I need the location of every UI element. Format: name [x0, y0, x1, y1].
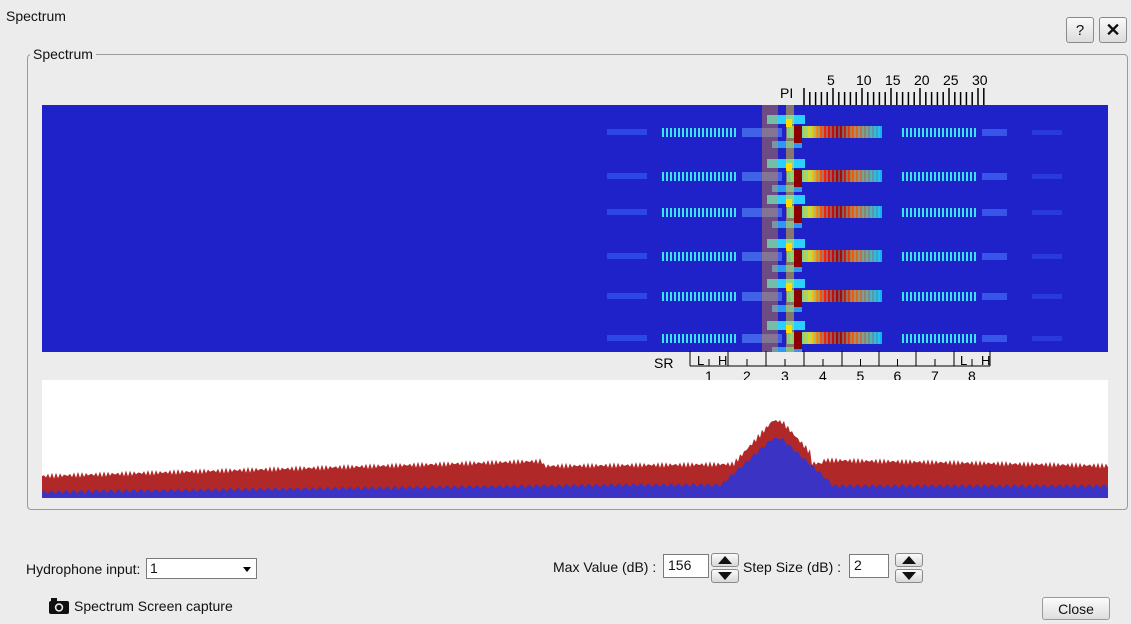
sr-scale-label: SR: [654, 355, 673, 371]
screen-capture-label: Spectrum Screen capture: [74, 598, 233, 614]
average-level-trace: [42, 438, 1108, 498]
pi-tick-label: 20: [914, 72, 930, 88]
spectrum-group: Spectrum: [27, 46, 1128, 510]
sr-scale: SR L H L H 1 2 3 4 5 6 7 8: [654, 351, 991, 384]
arrow-down-icon: [718, 572, 732, 580]
sr-high-label-1: H: [718, 353, 727, 368]
sr-band-label: 5: [857, 368, 865, 384]
pi-tick-label: 10: [856, 72, 872, 88]
pi-scale-label: PI: [780, 85, 793, 101]
step-size-decrement-button[interactable]: [895, 569, 923, 583]
hydrophone-label: Hydrophone input:: [26, 561, 141, 577]
step-size-input[interactable]: 2: [849, 554, 889, 578]
camera-icon: [49, 598, 69, 614]
step-size-spinner[interactable]: [895, 553, 923, 583]
arrow-down-icon: [902, 572, 916, 580]
pi-tick-label: 5: [827, 72, 835, 88]
sr-band-label: 8: [968, 368, 976, 384]
pi-tick-label: 15: [885, 72, 901, 88]
hydrophone-value: 1: [150, 560, 158, 576]
arrow-up-icon: [718, 556, 732, 564]
sr-low-label-1: L: [697, 353, 704, 368]
sr-band-label: 2: [743, 368, 751, 384]
spectrogram-image: [607, 105, 1062, 352]
sr-high-label-8: H: [981, 353, 990, 368]
spectrum-group-legend: Spectrum: [33, 46, 93, 62]
step-size-increment-button[interactable]: [895, 553, 923, 567]
step-size-label: Step Size (dB) :: [743, 559, 842, 575]
window-title: Spectrum: [6, 8, 66, 24]
sr-band-label: 7: [931, 368, 939, 384]
screen-capture-button[interactable]: Spectrum Screen capture: [48, 597, 233, 615]
sr-low-label-8: L: [960, 353, 967, 368]
help-icon: ?: [1075, 21, 1085, 39]
chevron-down-icon: [243, 567, 251, 572]
close-icon: ✕: [1105, 19, 1121, 40]
window-close-button[interactable]: ✕: [1099, 17, 1127, 43]
max-value-label: Max Value (dB) :: [553, 559, 657, 575]
sr-band-label: 1: [705, 368, 713, 384]
sr-band-label: 4: [819, 368, 827, 384]
help-button[interactable]: ?: [1066, 17, 1094, 43]
sr-band-label: 6: [894, 368, 902, 384]
spectrum-traces: [42, 420, 1108, 498]
max-value-input[interactable]: 156: [663, 554, 709, 578]
spectrum-plot[interactable]: [42, 380, 1108, 498]
pi-scale: PI 5 10 15 20 25 30: [780, 72, 988, 105]
pi-tick-label: 30: [972, 72, 988, 88]
hydrophone-select[interactable]: 1: [146, 558, 257, 579]
close-button[interactable]: Close: [1042, 597, 1110, 620]
arrow-up-icon: [902, 556, 916, 564]
spectrogram[interactable]: [42, 105, 1108, 352]
max-value-spinner[interactable]: [711, 553, 739, 583]
sr-band-label: 3: [781, 368, 789, 384]
pi-tick-label: 25: [943, 72, 959, 88]
max-level-trace: [42, 420, 1108, 498]
max-value-increment-button[interactable]: [711, 553, 739, 567]
max-value-decrement-button[interactable]: [711, 569, 739, 583]
